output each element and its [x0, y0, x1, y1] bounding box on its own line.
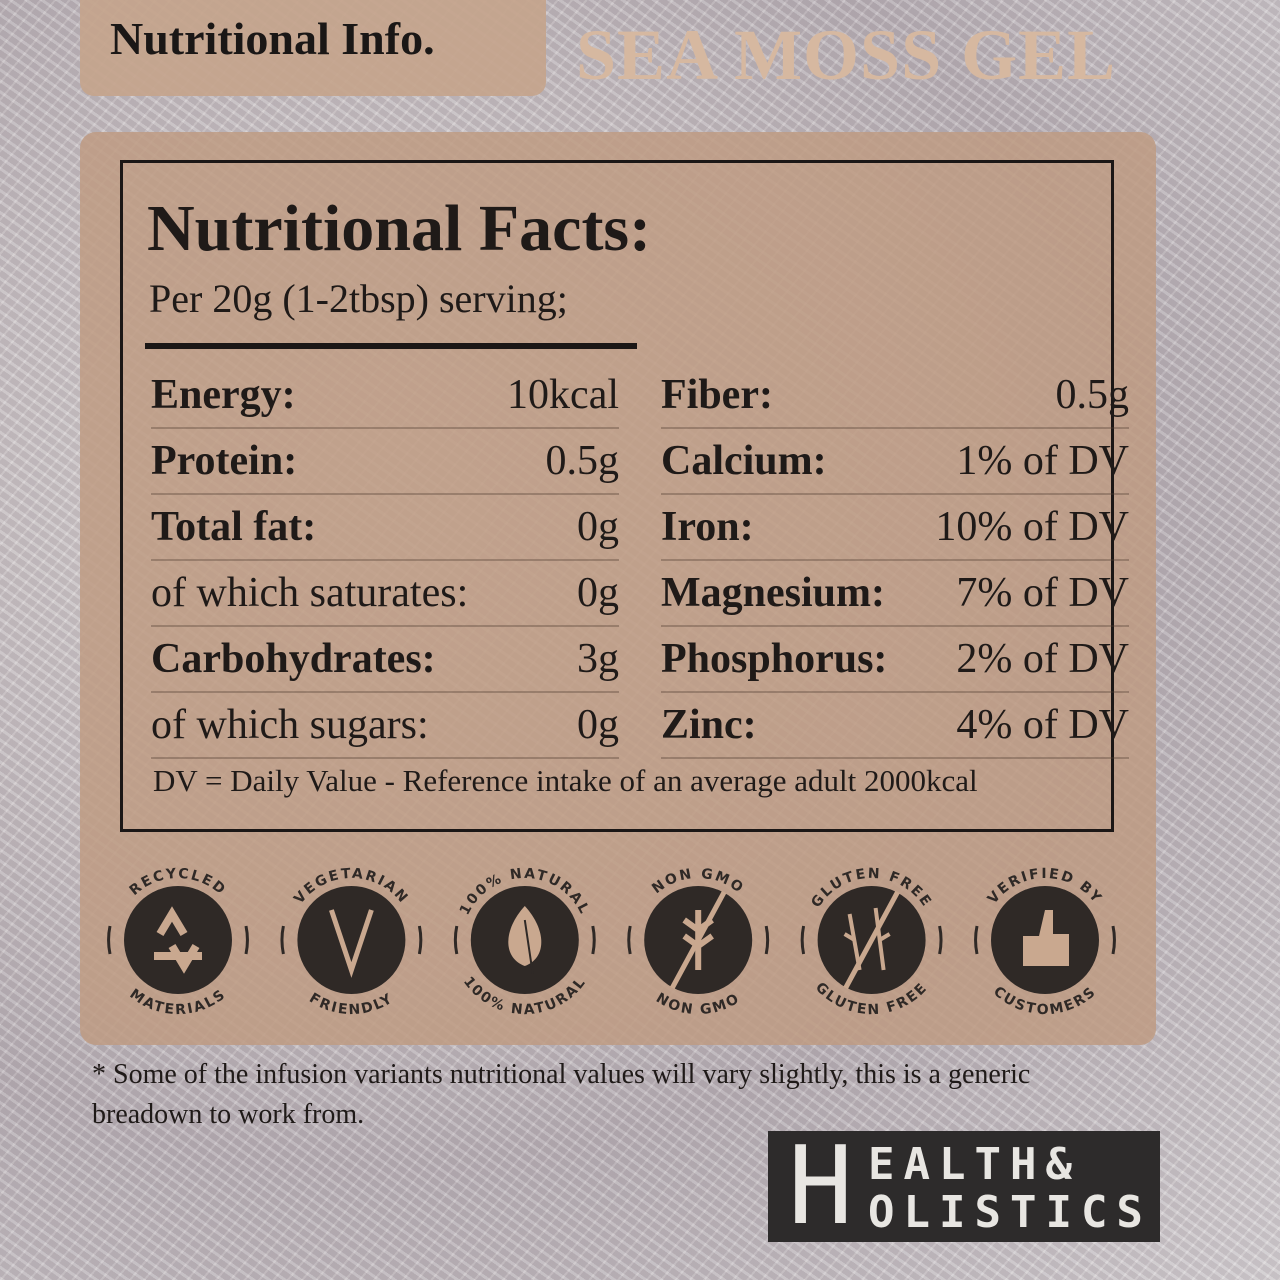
badge-ring	[280, 925, 423, 955]
nutrition-facts-box: Nutritional Facts: Per 20g (1-2tbsp) ser…	[120, 160, 1129, 832]
nutrient-row: Carbohydrates: 3g	[151, 627, 619, 693]
badge-circle	[124, 886, 232, 994]
nutrient-label: of which sugars:	[151, 702, 429, 748]
nutrient-row: Fiber: 0.5g	[661, 363, 1129, 429]
nutrient-row: Energy: 10kcal	[151, 363, 619, 429]
divider	[145, 343, 637, 349]
nutrient-value: 3g	[577, 636, 619, 682]
nutrient-value: 0.5g	[1055, 372, 1130, 418]
badge: NON GMO NON GMO	[627, 866, 770, 1018]
footnote: * Some of the infusion variants nutritio…	[92, 1059, 1031, 1130]
header-tab: Nutritional Info.	[80, 0, 546, 96]
logo-line2: OLISTICS	[868, 1187, 1152, 1238]
brand-logo: H EALTH& OLISTICS	[768, 1131, 1160, 1242]
badge: RECYCLED MATERIALS	[107, 866, 249, 1018]
badge-circle	[297, 886, 406, 994]
badge-bottom-text: FRIENDLY	[306, 990, 396, 1018]
thumbs-up-icon	[1023, 910, 1069, 966]
nutrient-label: Phosphorus:	[661, 636, 888, 682]
nutrient-row: Iron: 10% of DV	[661, 495, 1129, 561]
nutrient-label: Magnesium:	[661, 570, 885, 616]
badges-row: RECYCLED MATERIALS VEGETARIAN FRIENDLY 1…	[107, 866, 1116, 1018]
badge-ring	[974, 925, 1116, 955]
badge: VERIFIED BY CUSTOMERS	[974, 866, 1116, 1018]
nutrient-value: 0g	[577, 702, 619, 748]
nutrient-row: of which saturates: 0g	[151, 561, 619, 627]
nutrient-row: Zinc: 4% of DV	[661, 693, 1129, 759]
badge-ring	[800, 925, 943, 955]
nutrient-label: Fiber:	[661, 372, 773, 418]
minerals-column: Fiber: 0.5g Calcium: 1% of DV Iron: 10% of DV…	[661, 363, 1129, 759]
facts-title: Nutritional Facts:	[147, 192, 652, 265]
nutrient-label: of which saturates:	[151, 570, 469, 616]
badge-bottom-text: NON GMO	[653, 990, 743, 1018]
product-title: SEA MOSS GEL	[576, 15, 1117, 95]
nutrient-value: 0g	[577, 570, 619, 616]
nutrient-value: 7% of DV	[956, 570, 1129, 616]
nutrient-row: of which sugars: 0g	[151, 693, 619, 759]
nutrient-value: 0g	[577, 504, 619, 550]
nutrient-label: Protein:	[151, 438, 298, 484]
serving-size: Per 20g (1-2tbsp) serving;	[149, 276, 568, 321]
nutrient-value: 10kcal	[507, 372, 619, 418]
badge-ring	[107, 925, 249, 955]
wheat-crossed-icon	[670, 890, 727, 990]
nutrient-row: Protein: 0.5g	[151, 429, 619, 495]
leaf-icon	[508, 906, 542, 975]
badge: 100% NATURAL 100% NATURAL	[453, 866, 596, 1018]
recycle-icon	[154, 906, 202, 974]
badge-ring	[627, 925, 770, 955]
nutrient-row: Total fat: 0g	[151, 495, 619, 561]
nutrition-panel	[80, 132, 1156, 1045]
badge: VEGETARIAN FRIENDLY	[280, 866, 423, 1018]
badge: GLUTEN FREE GLUTEN FREE	[800, 866, 943, 1018]
gluten-free-icon	[843, 890, 900, 990]
nutrient-value: 10% of DV	[935, 504, 1129, 550]
nutrient-value: 1% of DV	[956, 438, 1129, 484]
dv-note: DV = Daily Value - Reference intake of a…	[153, 763, 978, 798]
nutrient-label: Carbohydrates:	[151, 636, 436, 682]
nutrient-label: Total fat:	[151, 504, 317, 550]
logo-line1: EALTH&	[868, 1139, 1081, 1190]
tab-label: Nutritional Info.	[110, 13, 435, 64]
nutrient-row: Calcium: 1% of DV	[661, 429, 1129, 495]
nutrient-label: Zinc:	[661, 702, 757, 748]
nutrient-value: 4% of DV	[956, 702, 1129, 748]
nutrient-label: Energy:	[151, 372, 296, 418]
nutrient-row: Magnesium: 7% of DV	[661, 561, 1129, 627]
macros-column: Energy: 10kcal Protein: 0.5g Total fat: 0g of …	[151, 363, 619, 759]
nutrient-label: Calcium:	[661, 438, 827, 484]
nutrient-label: Iron:	[661, 504, 754, 550]
nutrient-value: 0.5g	[545, 438, 620, 484]
logo-initial: H	[788, 1124, 854, 1249]
vegetarian-icon	[329, 909, 374, 978]
badge-ring	[453, 925, 596, 955]
nutrient-value: 2% of DV	[956, 636, 1129, 682]
nutrient-row: Phosphorus: 2% of DV	[661, 627, 1129, 693]
